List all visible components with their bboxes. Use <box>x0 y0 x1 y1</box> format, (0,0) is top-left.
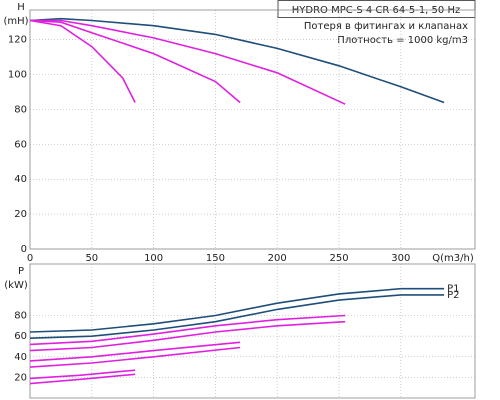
x-tick-label: 300 <box>391 253 410 264</box>
y-tick-label: 60 <box>14 139 27 150</box>
x-tick-label: 50 <box>85 253 98 264</box>
curve <box>29 287 445 333</box>
annotation: Плотность = 1000 kg/m3 <box>337 35 468 46</box>
x-tick-label: 0 <box>27 253 33 264</box>
chart-title: HYDRO MPC-S 4 CR 64-5-1, 50 Hz <box>292 5 460 16</box>
x-tick-label: 100 <box>144 253 163 264</box>
curve <box>29 320 346 352</box>
curve <box>29 341 241 362</box>
x-tick-label: 250 <box>329 253 348 264</box>
plot-frame <box>29 9 476 250</box>
curve <box>30 19 346 105</box>
curve-label: P2 <box>447 290 459 301</box>
y-tick-label: 80 <box>14 104 27 115</box>
curve <box>29 346 241 368</box>
y-tick-label: 100 <box>8 70 27 81</box>
x-axis-label: Q(m3/h) <box>432 253 474 264</box>
y-axis-unit: (kW) <box>4 280 28 291</box>
x-tick-label: 150 <box>206 253 225 264</box>
y-tick-label: 60 <box>14 331 27 342</box>
curve <box>29 19 136 103</box>
title-box <box>277 0 476 18</box>
curve <box>29 373 136 385</box>
y-tick-label: 120 <box>8 35 27 46</box>
x-tick-label: 200 <box>268 253 287 264</box>
curve <box>29 314 346 346</box>
y-tick-label: 80 <box>14 311 27 322</box>
annotation: Потеря в фитингах и клапанах <box>304 21 468 32</box>
curve <box>29 294 445 339</box>
y-tick-label: 0 <box>21 244 27 255</box>
y-tick-label: 20 <box>14 372 27 383</box>
y-axis-label: H <box>17 2 25 13</box>
y-axis-label: P <box>18 266 24 277</box>
y-tick-label: 20 <box>14 209 27 220</box>
curve <box>29 369 136 380</box>
curve <box>29 19 241 104</box>
plot-frame <box>29 263 476 399</box>
y-axis-unit: (mH) <box>3 16 28 27</box>
curve-label: P1 <box>447 284 459 295</box>
curve <box>29 17 445 104</box>
y-tick-label: 40 <box>14 174 27 185</box>
y-tick-label: 40 <box>14 352 27 363</box>
